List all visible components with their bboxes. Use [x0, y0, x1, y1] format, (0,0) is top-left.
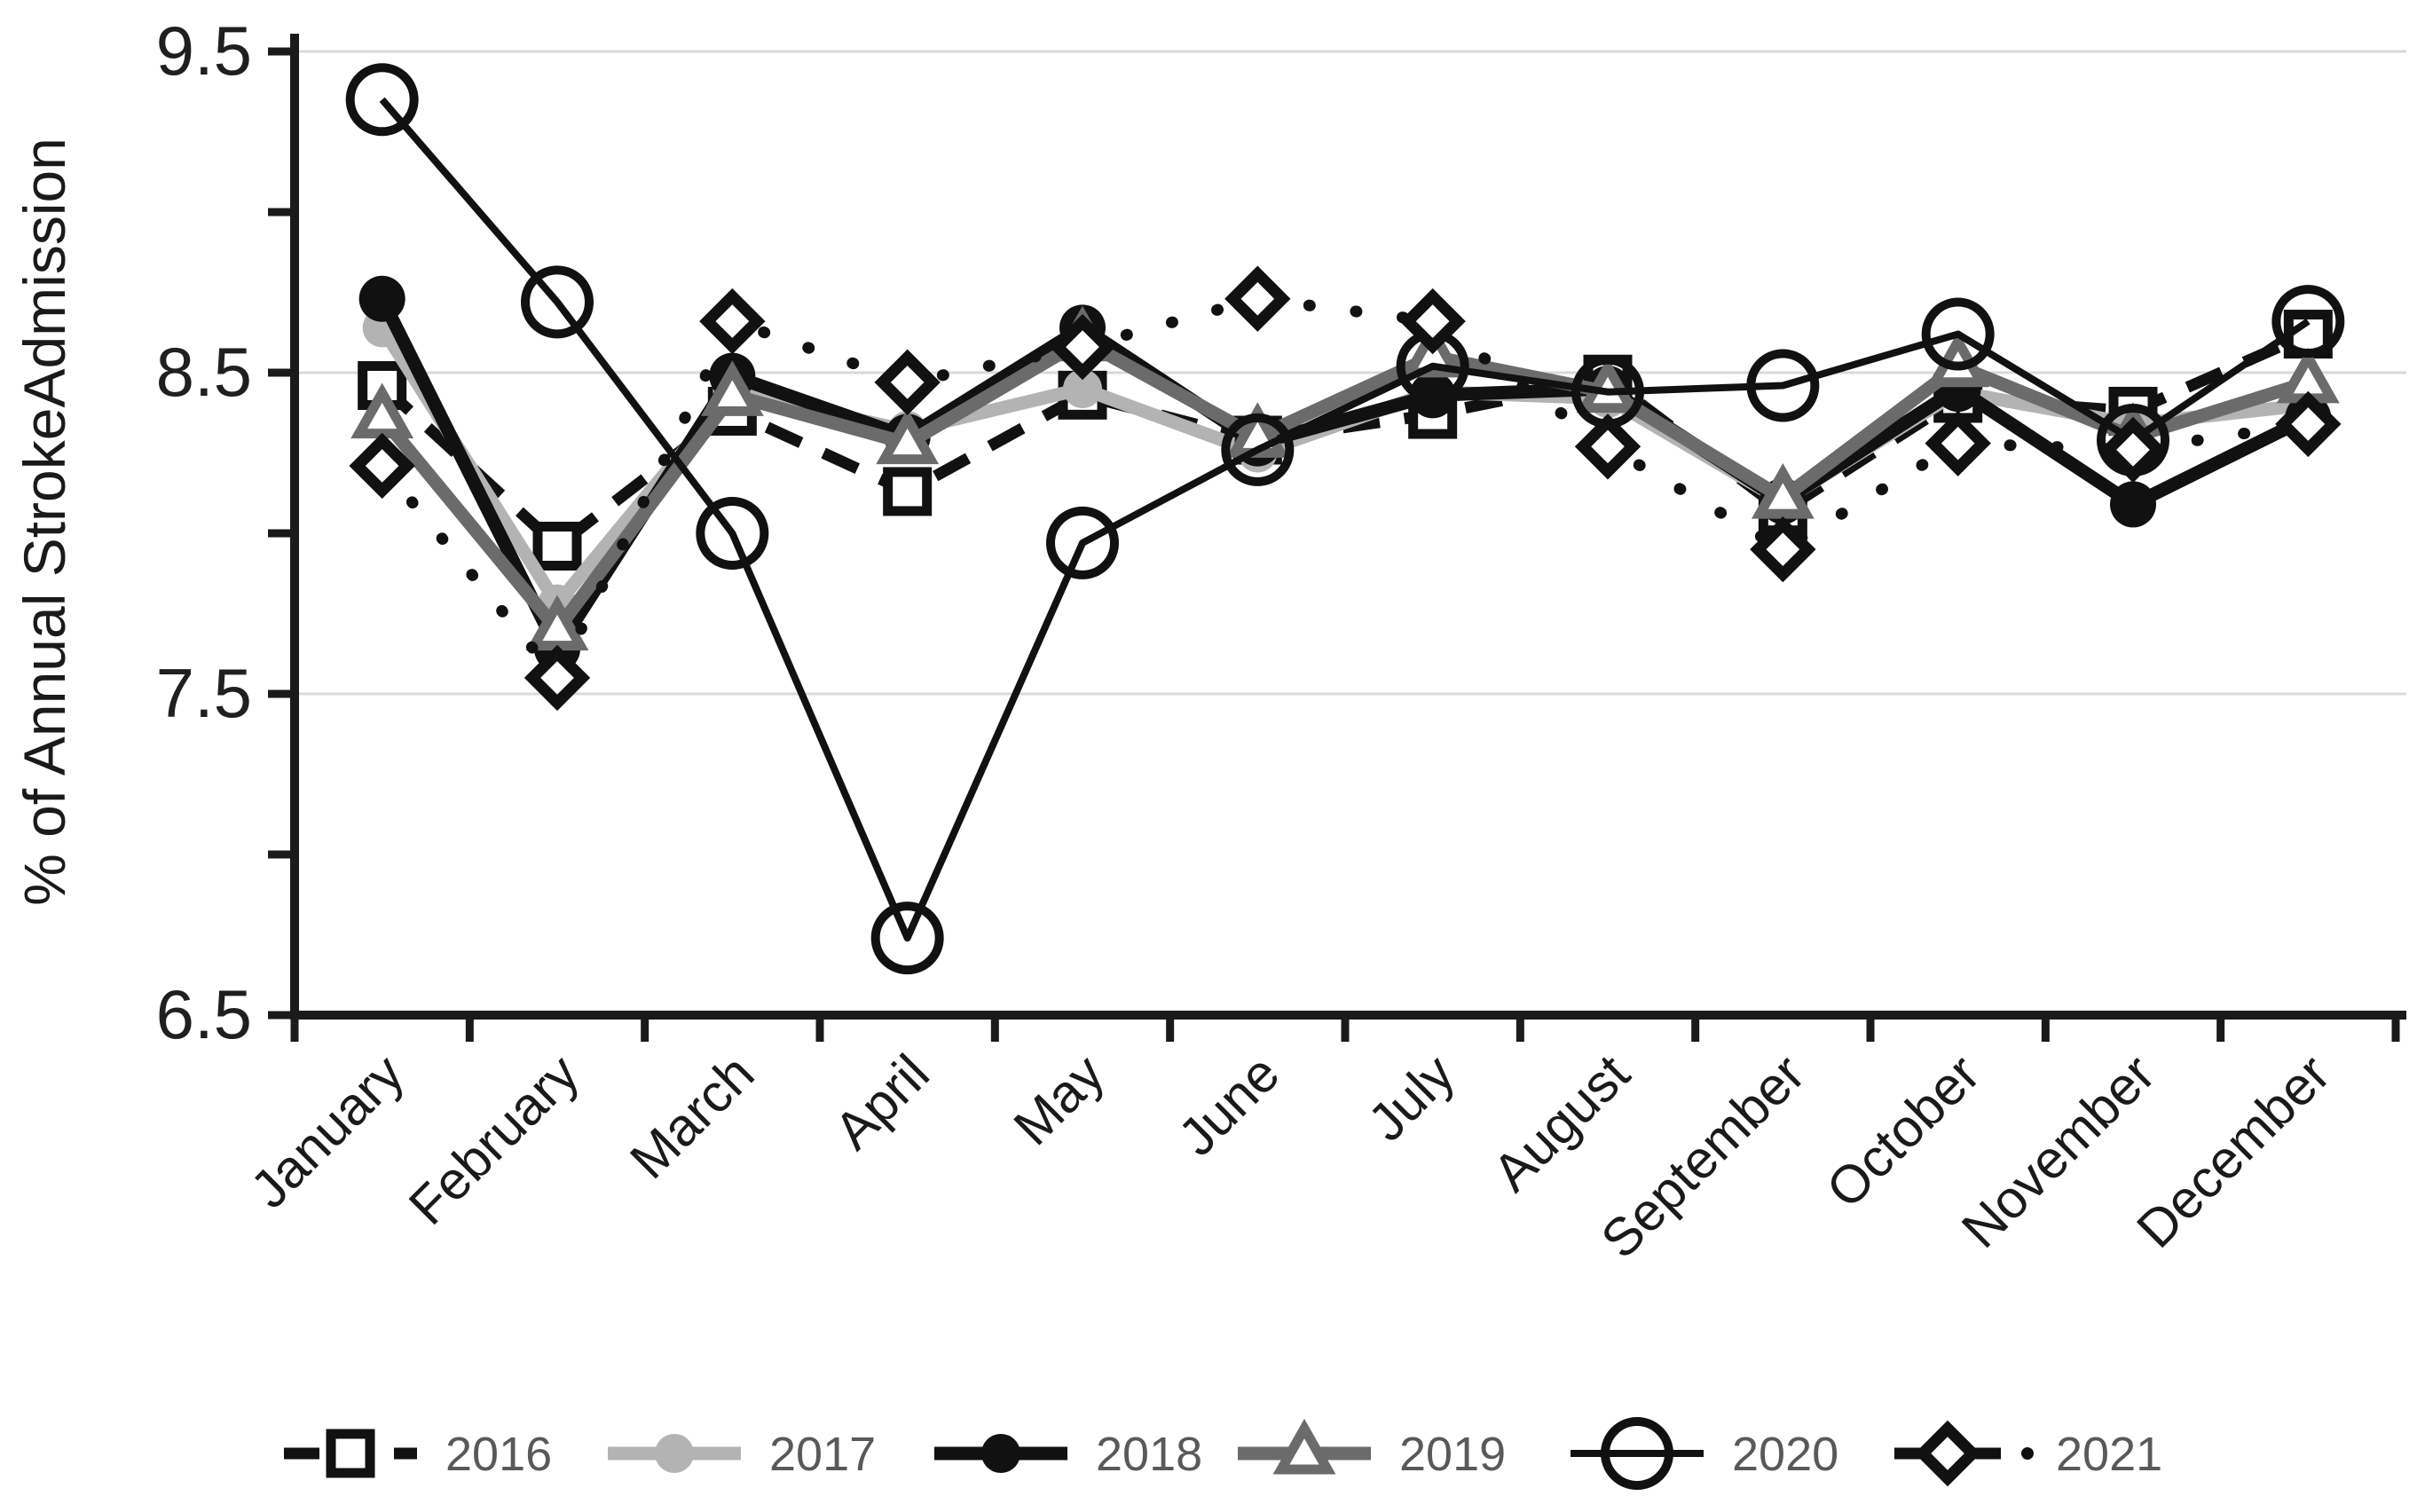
- marker-2021: [524, 644, 591, 712]
- marker-legend-2018: [981, 1434, 1020, 1473]
- marker-2021: [1574, 413, 1642, 480]
- y-tick-label-6.5: 6.5: [156, 975, 252, 1053]
- marker-2020: [696, 497, 769, 570]
- series-2021-line: [376, 293, 2314, 684]
- legend-label-2021: 2021: [2056, 1428, 2162, 1481]
- marker-2017: [1063, 369, 1102, 409]
- marker-2021: [1750, 516, 1816, 583]
- month-label-october: October: [1815, 1043, 1991, 1219]
- marker-2021: [2275, 390, 2342, 458]
- month-label-december: December: [2125, 1043, 2341, 1259]
- legend-label-2019: 2019: [1399, 1428, 1506, 1481]
- legend-sample-dot-2021: [2021, 1447, 2034, 1460]
- marker-2016: [883, 467, 933, 516]
- marker-2021: [349, 432, 415, 500]
- y-tick-label-8.5: 8.5: [156, 333, 252, 411]
- month-label-february: February: [398, 1043, 590, 1236]
- month-label-march: March: [618, 1043, 765, 1190]
- marker-2020: [1046, 506, 1119, 579]
- marker-2018: [2110, 481, 2156, 528]
- series-2020-line: [379, 97, 2311, 942]
- series-2016-line: [378, 328, 2311, 552]
- marker-legend-2021: [1914, 1420, 1981, 1487]
- y-tick-label-7.5: 7.5: [156, 654, 252, 732]
- month-label-may: May: [1003, 1043, 1116, 1157]
- marker-2019: [876, 408, 940, 465]
- month-label-august: August: [1482, 1043, 1642, 1203]
- marker-2021: [2099, 416, 2167, 484]
- marker-legend-2016: [326, 1429, 375, 1478]
- marker-2021: [1399, 287, 1466, 355]
- marker-legend-2017: [655, 1434, 694, 1473]
- marker-2020: [1746, 349, 1820, 422]
- series-2019-line: [376, 334, 2311, 637]
- month-label-july: July: [1357, 1043, 1466, 1153]
- series-2018-line: [375, 295, 2311, 656]
- marker-2021: [699, 287, 766, 355]
- marker-2020: [345, 63, 419, 137]
- marker-2021: [1224, 265, 1291, 332]
- marker-2019: [1751, 463, 1815, 519]
- marker-2018: [358, 275, 405, 322]
- marker-2021: [1925, 410, 1991, 476]
- month-label-november: November: [1950, 1043, 2166, 1259]
- marker-2020: [1221, 413, 1295, 486]
- marker-2016: [532, 521, 582, 571]
- y-axis-title: % of Annual StrokeAdmission: [12, 138, 77, 906]
- month-label-april: April: [823, 1043, 941, 1161]
- marker-2020: [1921, 297, 1995, 371]
- marker-2019: [700, 360, 764, 416]
- marker-2020: [870, 902, 944, 975]
- marker-2021: [874, 349, 941, 416]
- legend-label-2020: 2020: [1732, 1428, 1838, 1481]
- y-tick-label-9.5: 9.5: [156, 12, 252, 90]
- marker-2021: [1049, 313, 1116, 381]
- marker-2020: [2271, 285, 2345, 358]
- marker-legend-2020: [1601, 1417, 1673, 1490]
- legend-label-2018: 2018: [1096, 1428, 1202, 1481]
- marker-legend-2019: [1272, 1418, 1336, 1475]
- marker-2020: [521, 265, 594, 339]
- month-label-january: January: [240, 1043, 415, 1219]
- month-label-june: June: [1167, 1043, 1290, 1167]
- legend-label-2016: 2016: [445, 1428, 552, 1481]
- legend-label-2017: 2017: [769, 1428, 876, 1481]
